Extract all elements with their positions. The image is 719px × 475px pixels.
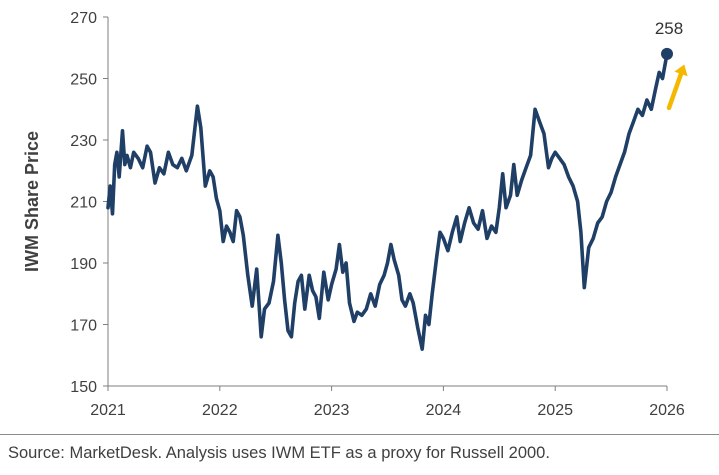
x-tick-label: 2022 bbox=[202, 402, 238, 419]
footer-divider bbox=[0, 434, 719, 435]
y-axis: 150 170 190 210 230 250 270 bbox=[70, 10, 109, 396]
y-tick-label: 150 bbox=[70, 379, 97, 396]
end-point-label: 258 bbox=[655, 19, 683, 38]
y-tick-label: 210 bbox=[70, 195, 97, 212]
y-tick-label: 190 bbox=[70, 256, 97, 273]
x-tick-label: 2025 bbox=[537, 402, 573, 419]
y-axis-title: IWM Share Price bbox=[22, 131, 42, 272]
series-line-iwm-price bbox=[106, 52, 669, 351]
end-point-marker bbox=[661, 47, 673, 60]
y-tick-label: 250 bbox=[70, 72, 97, 89]
y-tick-label: 170 bbox=[70, 318, 97, 335]
x-tick-label: 2023 bbox=[314, 402, 350, 419]
x-axis: 2021 2022 2023 2024 2025 2026 bbox=[90, 385, 685, 419]
x-tick-label: 2024 bbox=[426, 402, 462, 419]
x-tick-label: 2021 bbox=[90, 402, 126, 419]
x-tick-label: 2026 bbox=[649, 402, 685, 419]
up-arrow-icon bbox=[666, 64, 688, 111]
y-tick-label: 230 bbox=[70, 133, 97, 150]
y-tick-label: 270 bbox=[70, 10, 97, 27]
source-note: Source: MarketDesk. Analysis uses IWM ET… bbox=[8, 444, 550, 462]
